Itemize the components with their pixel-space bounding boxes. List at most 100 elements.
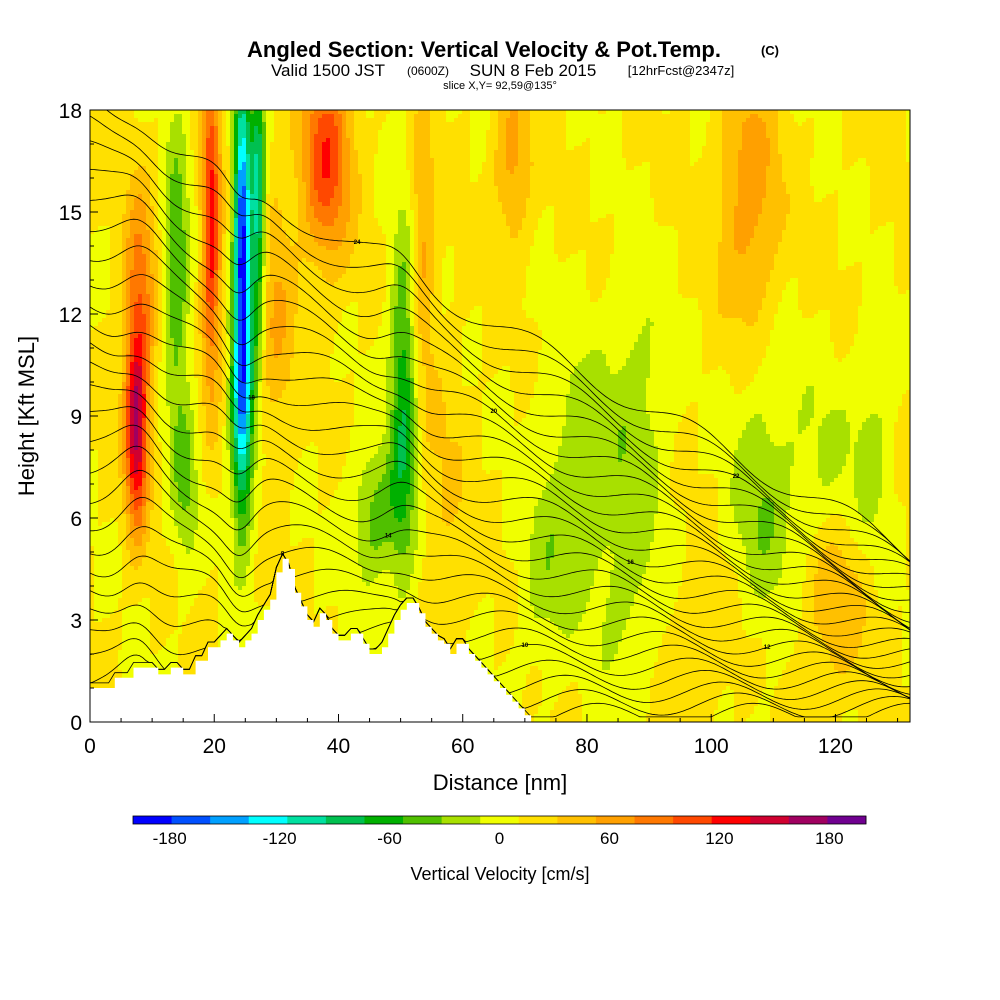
velocity-cell (178, 610, 183, 615)
velocity-cell (194, 230, 199, 235)
velocity-cell (214, 386, 219, 391)
velocity-cell (206, 442, 211, 447)
velocity-cell (210, 642, 215, 647)
velocity-cell (146, 442, 151, 447)
velocity-cell (166, 502, 171, 507)
velocity-cell (106, 202, 111, 207)
velocity-cell (194, 626, 199, 631)
velocity-cell (126, 150, 131, 155)
velocity-cell (114, 530, 119, 535)
velocity-cell (190, 494, 195, 499)
velocity-cell (162, 482, 167, 487)
velocity-cell (130, 510, 135, 515)
velocity-cell (198, 606, 203, 611)
velocity-cell (202, 362, 207, 367)
velocity-cell (134, 618, 139, 623)
velocity-cell (218, 162, 223, 167)
velocity-cell (166, 470, 171, 475)
velocity-cell (106, 546, 111, 551)
velocity-cell (146, 506, 151, 511)
velocity-cell (146, 462, 151, 467)
velocity-cell (146, 590, 151, 595)
velocity-cell (142, 482, 147, 487)
velocity-cell (134, 350, 139, 355)
velocity-cell (106, 382, 111, 387)
velocity-cell (114, 362, 119, 367)
velocity-cell (154, 378, 159, 383)
velocity-cell (206, 134, 211, 139)
velocity-cell (106, 358, 111, 363)
velocity-cell (114, 266, 119, 271)
velocity-cell (130, 382, 135, 387)
velocity-cell (146, 482, 151, 487)
velocity-cell (166, 638, 171, 643)
velocity-cell (98, 266, 103, 271)
velocity-cell (214, 354, 219, 359)
velocity-cell (166, 162, 171, 167)
velocity-cell (146, 170, 151, 175)
velocity-cell (94, 358, 99, 363)
velocity-cell (94, 562, 99, 567)
velocity-cell (134, 430, 139, 435)
velocity-cell (174, 494, 179, 499)
velocity-cell (154, 494, 159, 499)
velocity-cell (158, 634, 163, 639)
velocity-cell (134, 402, 139, 407)
velocity-cell (134, 342, 139, 347)
velocity-cell (142, 630, 147, 635)
velocity-cell (182, 578, 187, 583)
velocity-cell (190, 562, 195, 567)
velocity-cell (198, 338, 203, 343)
velocity-cell (98, 290, 103, 295)
velocity-cell (194, 362, 199, 367)
velocity-cell (194, 158, 199, 163)
velocity-cell (98, 302, 103, 307)
velocity-cell (122, 602, 127, 607)
velocity-cell (162, 182, 167, 187)
velocity-cell (214, 118, 219, 123)
velocity-cell (134, 270, 139, 275)
velocity-cell (146, 266, 151, 271)
velocity-cell (134, 170, 139, 175)
velocity-cell (162, 330, 167, 335)
velocity-cell (186, 582, 191, 587)
velocity-cell (138, 118, 143, 123)
velocity-cell (198, 170, 203, 175)
velocity-cell (126, 302, 131, 307)
velocity-cell (118, 658, 123, 663)
velocity-cell (202, 326, 207, 331)
velocity-cell (98, 150, 103, 155)
velocity-cell (218, 290, 223, 295)
velocity-cell (210, 394, 215, 399)
velocity-cell (98, 334, 103, 339)
velocity-cell (94, 398, 99, 403)
velocity-cell (122, 318, 127, 323)
velocity-cell (170, 390, 175, 395)
velocity-cell (118, 498, 123, 503)
velocity-cell (150, 242, 155, 247)
velocity-cell (110, 386, 115, 391)
velocity-cell (170, 434, 175, 439)
velocity-cell (90, 318, 95, 323)
velocity-cell (114, 398, 119, 403)
velocity-cell (166, 610, 171, 615)
velocity-cell (186, 646, 191, 651)
velocity-cell (130, 394, 135, 399)
velocity-cell (94, 582, 99, 587)
velocity-cell (194, 178, 199, 183)
velocity-cell (202, 494, 207, 499)
velocity-cell (110, 330, 115, 335)
velocity-cell (166, 570, 171, 575)
velocity-cell (182, 178, 187, 183)
velocity-cell (174, 170, 179, 175)
velocity-cell (138, 186, 143, 191)
velocity-cell (122, 410, 127, 415)
velocity-cell (178, 110, 183, 115)
velocity-cell (214, 138, 219, 143)
velocity-cell (190, 118, 195, 123)
velocity-cell (98, 398, 103, 403)
velocity-cell (214, 146, 219, 151)
velocity-cell (198, 282, 203, 287)
velocity-cell (90, 534, 95, 539)
velocity-cell (126, 162, 131, 167)
